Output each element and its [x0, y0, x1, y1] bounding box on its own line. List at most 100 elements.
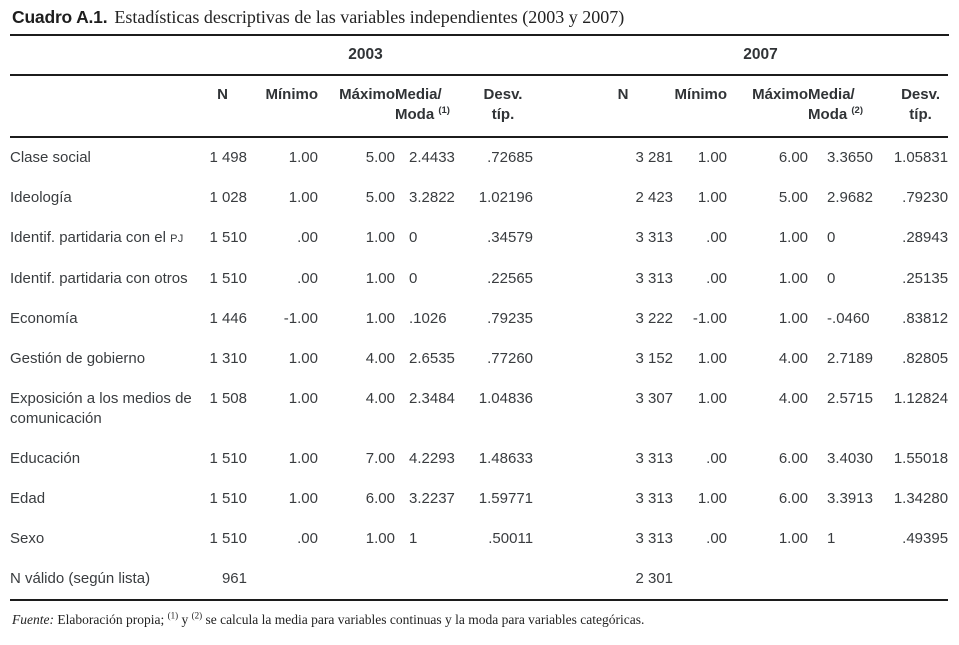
cell-min-2003: -1.00 [283, 310, 318, 327]
cell-max-2007: 1.00 [778, 229, 809, 246]
cell-media-2003: 2.4433 [409, 149, 455, 166]
table-row-economia: Economía 1 446 -1.00 1.00 .1026 .79235 3… [10, 299, 948, 339]
cell-media-2003: 4.2293 [409, 450, 455, 467]
cell-desv-2003: 1.04836 [478, 390, 534, 407]
descriptive-statistics-table: 2003 2007 N Mínimo Máximo Media/Moda (1)… [10, 36, 949, 601]
cell-desv-2007: .79230 [902, 189, 949, 206]
row-label: Educación [10, 450, 81, 467]
table-row-exposicion: Exposición a los medios de comunicación … [10, 379, 948, 439]
cell-min-2003: 1.00 [288, 149, 318, 166]
cell-media-2007: 3.3650 [827, 149, 873, 166]
table-row-identif-pj: Identif. partidaria con el PJ 1 510 .00 … [10, 218, 948, 259]
cell-desv-2007: .49395 [902, 530, 949, 547]
column-gap [533, 439, 573, 479]
table-row-ideologia: Ideología 1 028 1.00 5.00 3.2822 1.02196… [10, 178, 948, 218]
n-2007-header: N [573, 75, 674, 138]
cell-n-2007: 3 313 [635, 450, 674, 467]
table-row-edad: Edad 1 510 1.00 6.00 3.2237 1.59771 3 31… [10, 479, 948, 519]
cell-media-2003 [395, 559, 473, 600]
cell-desv-2003: .34579 [487, 229, 534, 246]
cell-max-2003 [318, 559, 395, 600]
table-row-identif-otros: Identif. partidaria con otros 1 510 .00 … [10, 259, 948, 299]
column-gap [533, 299, 573, 339]
cell-max-2003: 4.00 [365, 390, 395, 407]
desv-2003-header: Desv. típ. [473, 75, 534, 138]
cell-desv-2007: 1.55018 [893, 450, 949, 467]
cell-desv-2003: .72685 [487, 149, 534, 166]
cell-max-2003: 1.00 [365, 229, 395, 246]
year-2003-header: 2003 [198, 36, 534, 76]
desv-2007-header: Desv. típ. [893, 75, 949, 138]
cell-media-2007 [808, 559, 893, 600]
table-title: Cuadro A.1. Estadísticas descriptivas de … [0, 0, 959, 28]
cell-min-2007 [673, 559, 727, 600]
cell-min-2007: .00 [706, 530, 728, 547]
column-gap [533, 339, 573, 379]
cell-media-2003: 1 [409, 530, 418, 547]
cell-n-2007: 3 152 [635, 350, 674, 367]
max-2007-header: Máximo [727, 75, 809, 138]
media-moda-2007-header: Media/Moda (2) [808, 75, 894, 138]
cell-max-2007: 1.00 [778, 530, 809, 547]
n-2003-header: N [198, 75, 247, 138]
cell-n-2003: 961 [221, 570, 247, 587]
media-moda-2003-header: Media/Moda (1) [395, 75, 473, 138]
cell-max-2007: 6.00 [778, 450, 809, 467]
cell-min-2003: 1.00 [288, 350, 318, 367]
column-gap [533, 519, 573, 559]
fuente-label: Fuente: [12, 612, 54, 627]
row-label: N válido (según lista) [10, 570, 151, 587]
cell-min-2003: 1.00 [288, 450, 318, 467]
cell-n-2003: 1 498 [209, 149, 247, 166]
table-number-label: Cuadro A.1. [12, 7, 108, 27]
cell-min-2003: .00 [297, 229, 318, 246]
column-gap [533, 178, 573, 218]
year-2007-header: 2007 [573, 36, 949, 76]
footnote-marker-1: (1) [438, 105, 450, 116]
cell-n-2003: 1 510 [209, 450, 247, 467]
column-gap [533, 479, 573, 519]
row-label: Gestión de gobierno [10, 350, 146, 367]
cell-media-2007: 2.5715 [827, 390, 873, 407]
cell-n-2003: 1 446 [209, 310, 247, 327]
cell-min-2003: 1.00 [288, 490, 318, 507]
cell-media-2007: 2.9682 [827, 189, 873, 206]
min-2003-header: Mínimo [247, 75, 318, 138]
table-row-educacion: Educación 1 510 1.00 7.00 4.2293 1.48633… [10, 439, 948, 479]
cell-n-2003: 1 510 [209, 270, 247, 287]
row-label: Economía [10, 310, 78, 327]
cell-desv-2007: 1.05831 [893, 149, 949, 166]
cell-n-2003: 1 510 [209, 229, 247, 246]
cell-max-2003: 6.00 [365, 490, 395, 507]
cell-n-2007: 3 222 [635, 310, 674, 327]
cell-max-2003: 7.00 [365, 450, 395, 467]
cell-media-2003: 0 [409, 270, 418, 287]
table-row-n-valido: N válido (según lista) 961 2 301 [10, 559, 948, 600]
cell-n-2003: 1 510 [209, 530, 247, 547]
title-divider [10, 34, 949, 36]
cell-desv-2003: .77260 [487, 350, 534, 367]
cell-min-2003: .00 [297, 270, 318, 287]
cell-n-2003: 1 510 [209, 490, 247, 507]
max-2003-header: Máximo [318, 75, 395, 138]
column-gap [533, 137, 573, 178]
cell-n-2007: 2 423 [635, 189, 674, 206]
cell-max-2007: 5.00 [778, 189, 809, 206]
empty-corner-cell [10, 36, 198, 76]
row-label: Edad [10, 490, 46, 507]
cell-desv-2007: 1.34280 [893, 490, 949, 507]
footnote-ref-1: (1) [167, 610, 179, 621]
cell-min-2003 [247, 559, 318, 600]
cell-desv-2003: 1.48633 [478, 450, 534, 467]
cell-media-2007: 0 [827, 270, 836, 287]
cell-max-2007: 1.00 [778, 310, 809, 327]
column-gap [533, 259, 573, 299]
cell-n-2007: 3 281 [635, 149, 674, 166]
cell-n-2007: 3 307 [635, 390, 674, 407]
cell-desv-2007: 1.12824 [893, 390, 949, 407]
cell-n-2007: 3 313 [635, 490, 674, 507]
footnote-ref-2: (2) [191, 610, 203, 621]
cell-media-2003: 2.3484 [409, 390, 455, 407]
cell-media-2003: .1026 [409, 310, 447, 327]
